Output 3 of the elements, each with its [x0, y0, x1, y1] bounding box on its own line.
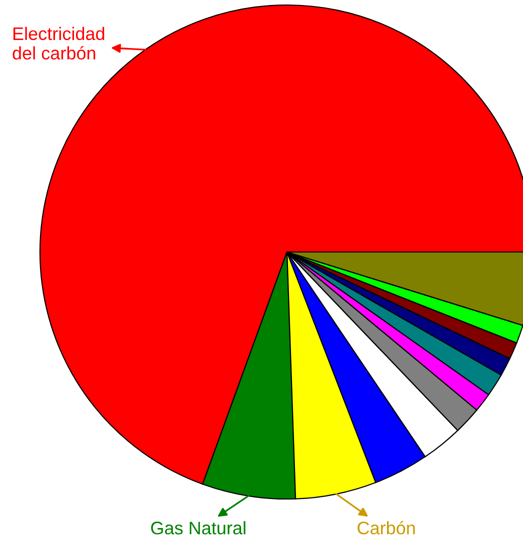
legend-label: Gas Natural — [151, 521, 246, 534]
slice-label: Electricidad del carbón — [12, 26, 104, 60]
slice-label: Carbón — [358, 520, 415, 534]
